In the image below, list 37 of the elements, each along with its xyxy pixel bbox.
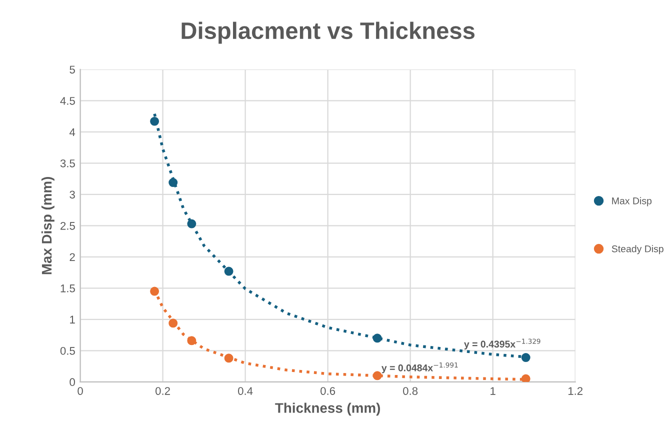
- point: [372, 334, 382, 343]
- point: [187, 219, 196, 228]
- x-tick-label: 0.6: [320, 387, 336, 395]
- point: [521, 353, 530, 362]
- y-tick-label: 4: [69, 128, 76, 136]
- y-tick-label: 4.5: [60, 97, 75, 105]
- point: [168, 318, 178, 328]
- point: [150, 116, 160, 126]
- point: [224, 354, 234, 363]
- y-tick-label: 2.5: [60, 222, 75, 230]
- point: [372, 371, 382, 380]
- y-tick-label: 1: [70, 316, 75, 324]
- y-tick-label: 5: [70, 66, 75, 74]
- x-tick-label: 1.2: [568, 387, 583, 395]
- legend-label: Steady Disp: [612, 245, 664, 254]
- x-tick-label: 0.8: [403, 387, 418, 395]
- x-axis-title: Thickness (mm): [275, 402, 380, 416]
- legend-label: Max Disp: [612, 197, 652, 206]
- point: [521, 374, 530, 382]
- y-tick-label: 0: [70, 378, 75, 386]
- y-axis-title: Max Disp (mm): [41, 176, 54, 274]
- x-tick-label: 0: [78, 387, 83, 395]
- chart-title: Displacment vs Thickness: [182, 22, 474, 44]
- point: [224, 266, 234, 276]
- point: [187, 336, 196, 346]
- y-tick-label: 3.5: [60, 159, 75, 168]
- x-tick-label: 0.2: [156, 387, 170, 395]
- annotation: y = 0.0484x$^{−1.991}$: [382, 362, 458, 374]
- y-tick-label: 2: [70, 253, 75, 261]
- x-tick-label: 0.4: [238, 387, 253, 395]
- x-tick-label: 1: [490, 387, 496, 395]
- annotation: y = 0.4395x$^{−1.329}$: [464, 338, 540, 350]
- point: [150, 286, 160, 296]
- y-tick-label: 3: [70, 190, 75, 199]
- y-tick-label: 0.5: [60, 346, 75, 355]
- point: [168, 178, 178, 188]
- y-tick-label: 1.5: [60, 284, 75, 292]
